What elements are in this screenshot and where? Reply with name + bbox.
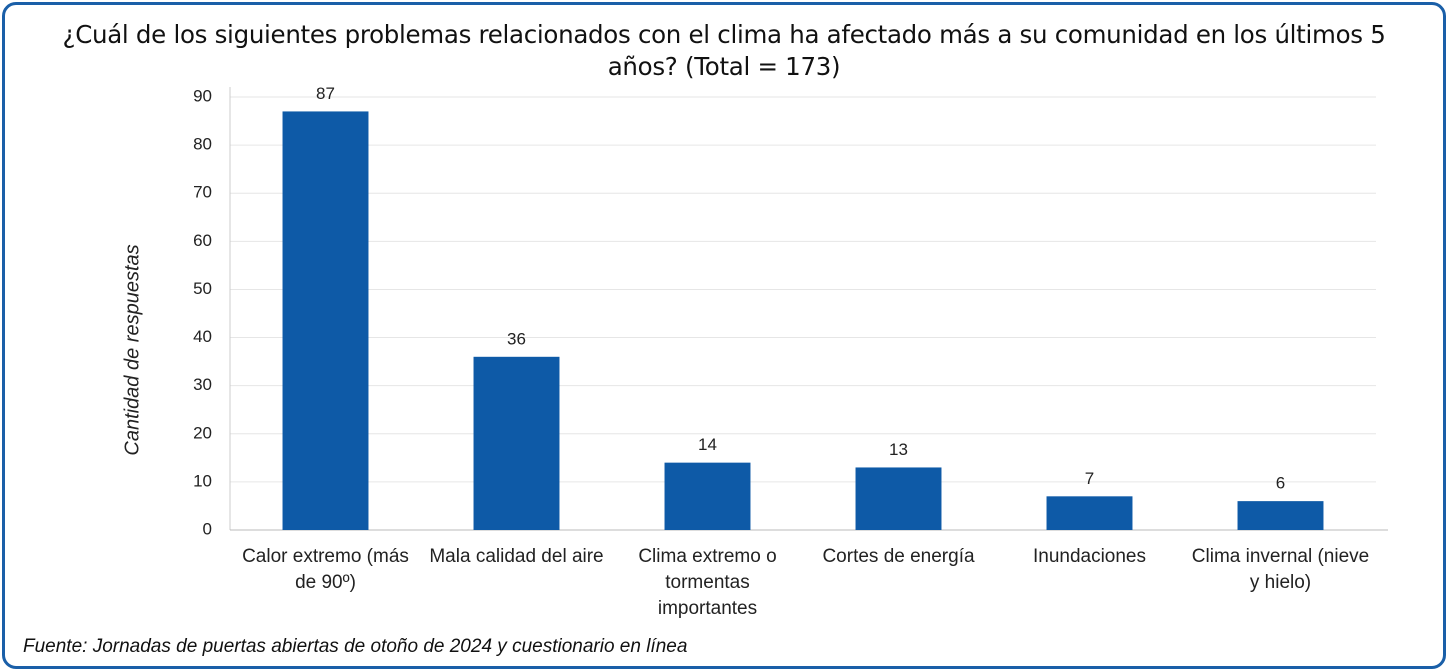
- chart: Cantidad de respuestas 0 10 20 30 40 50 60 70 80…: [121, 84, 1388, 538]
- x-tick-label: Mala calidad del aire: [429, 546, 604, 567]
- bar: [1046, 496, 1133, 530]
- y-tick-label: 50: [193, 279, 212, 298]
- y-tick-label: 20: [193, 423, 212, 442]
- y-tick-label: 40: [193, 327, 212, 346]
- value-label: 6: [1276, 474, 1285, 493]
- value-label: 87: [316, 84, 335, 103]
- y-axis-label: Cantidad de respuestas: [121, 244, 143, 455]
- x-tick-label: Cortes de energía: [822, 546, 975, 567]
- source-note: Fuente: Jornadas de puertas abiertas de …: [23, 636, 688, 657]
- y-tick-label: 0: [203, 519, 212, 538]
- bar: [855, 467, 942, 530]
- x-tick-label: Calor extremo (más de 90º): [242, 546, 409, 593]
- value-label: 13: [889, 440, 908, 459]
- y-tick-label: 70: [193, 183, 212, 202]
- bar: [664, 462, 751, 530]
- chart-title: ¿Cuál de los siguientes problemas relaci…: [62, 20, 1386, 81]
- x-tick-label: Inundaciones: [1032, 546, 1147, 567]
- y-tick-label: 80: [193, 135, 212, 154]
- bar: [282, 111, 369, 530]
- value-label: 14: [698, 435, 717, 454]
- y-tick-label: 30: [193, 375, 212, 394]
- y-tick-label: 60: [193, 231, 212, 250]
- x-tick-label: Clima extremo o tormentas importantes: [638, 546, 777, 619]
- y-tick-label: 90: [193, 86, 212, 105]
- bar: [473, 356, 560, 530]
- bar: [1237, 501, 1324, 530]
- value-label: 36: [507, 329, 526, 348]
- value-label: 7: [1085, 469, 1094, 488]
- x-tick-label: Clima invernal (nieve y hielo): [1191, 546, 1370, 593]
- y-tick-label: 10: [193, 471, 212, 490]
